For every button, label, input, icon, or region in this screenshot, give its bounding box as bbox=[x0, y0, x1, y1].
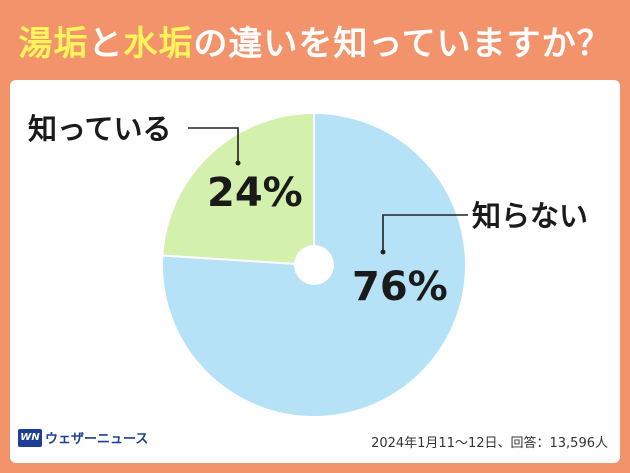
pie-slice-0 bbox=[161, 111, 467, 418]
chart-title: 湯垢と水垢の違いを知っていますか？ bbox=[18, 16, 611, 65]
leader-line-unknown bbox=[382, 214, 468, 252]
title-text-2: と bbox=[88, 23, 124, 64]
slice-value-known: 24% bbox=[207, 170, 303, 216]
leader-line-known bbox=[188, 127, 239, 162]
leader-dot-unknown bbox=[380, 249, 386, 255]
leader-dot-known bbox=[235, 160, 241, 166]
source-note: 2024年1月11～12日、回答：13,596人 bbox=[371, 436, 608, 451]
title-highlight-1: 湯垢 bbox=[18, 23, 89, 64]
logo-mark-icon: WN bbox=[18, 428, 42, 447]
title-bar: 湯垢と水垢の違いを知っていますか？ bbox=[0, 0, 630, 80]
pie-slice-1 bbox=[161, 111, 315, 267]
slice-value-unknown: 76% bbox=[352, 264, 448, 310]
title-highlight-3: 水垢 bbox=[123, 23, 194, 64]
slice-label-known: 知っている bbox=[28, 112, 172, 146]
brand-logo: WN ウェザーニュース bbox=[18, 428, 148, 447]
slice-label-unknown: 知らない bbox=[472, 199, 588, 233]
logo-text: ウェザーニュース bbox=[45, 432, 149, 447]
title-text-4: の違いを知っていますか？ bbox=[193, 23, 612, 64]
donut-hole bbox=[294, 245, 334, 285]
